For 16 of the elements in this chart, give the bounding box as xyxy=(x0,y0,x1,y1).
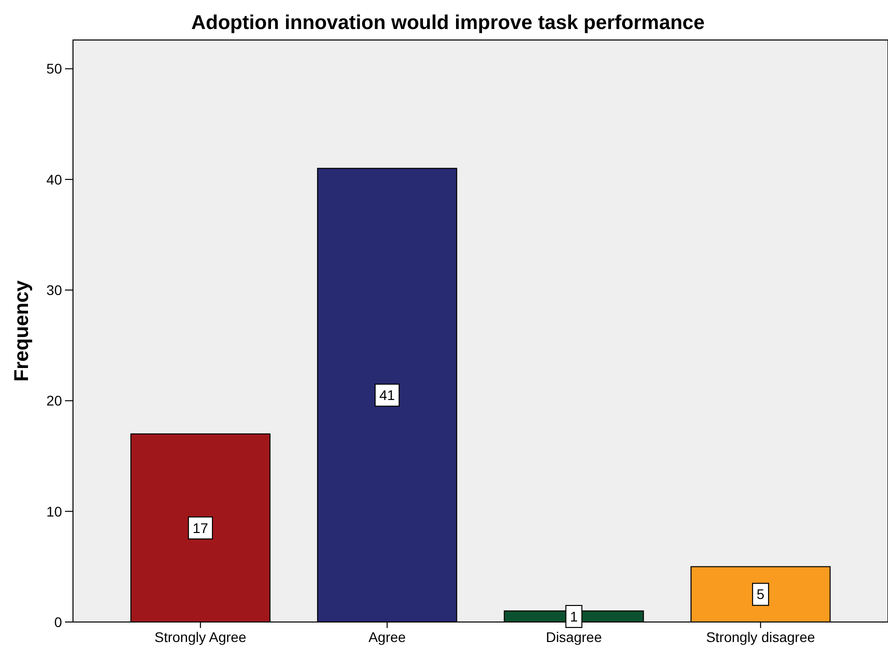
x-tick-label: Strongly Agree xyxy=(154,629,247,645)
data-label: 17 xyxy=(192,520,208,536)
y-tick-label: 30 xyxy=(46,282,62,298)
y-axis-title: Frequency xyxy=(11,280,33,382)
data-label: 5 xyxy=(756,586,765,602)
y-tick-label: 20 xyxy=(46,392,62,409)
x-tick-label: Disagree xyxy=(546,629,602,645)
chart-title: Adoption innovation would improve task performance xyxy=(191,12,705,34)
x-tick-label: Agree xyxy=(368,629,406,645)
y-tick-label: 0 xyxy=(54,614,62,630)
y-tick-label: 50 xyxy=(46,60,62,77)
data-label: 1 xyxy=(570,608,578,624)
y-tick-label: 10 xyxy=(46,503,62,520)
y-tick-label: 40 xyxy=(46,171,62,188)
x-tick-label: Strongly disagree xyxy=(706,629,816,645)
data-label: 41 xyxy=(379,387,396,404)
